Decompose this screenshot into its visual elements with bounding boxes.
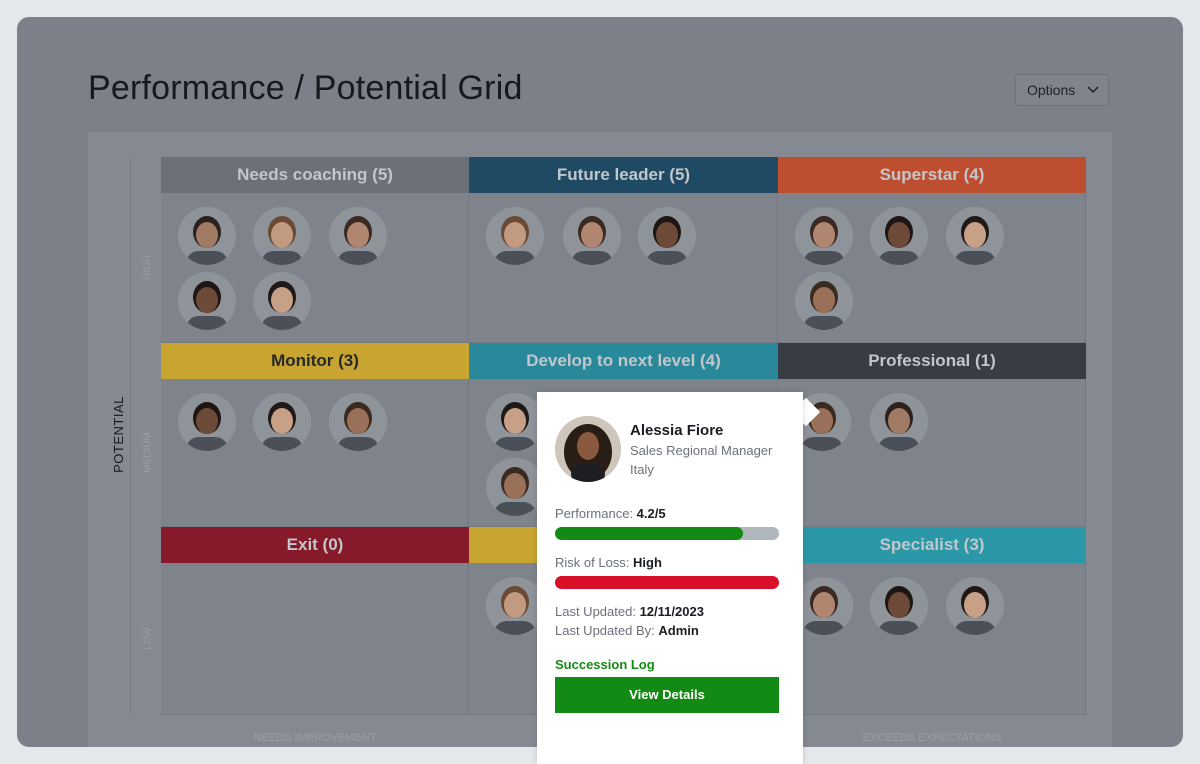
avatar-image — [329, 207, 387, 265]
avatar-image — [870, 393, 928, 451]
last-updated-value: 12/11/2023 — [639, 604, 704, 619]
avatar-image — [486, 577, 544, 635]
last-updated-by-value: Admin — [658, 623, 699, 638]
performance-max: 5 — [658, 506, 666, 521]
avatar-image — [870, 577, 928, 635]
avatar[interactable] — [178, 393, 236, 451]
avatar-image — [795, 577, 853, 635]
avatar[interactable] — [946, 577, 1004, 635]
cell-header: Exit (0) — [161, 527, 469, 563]
avatar[interactable] — [486, 393, 544, 451]
avatar[interactable] — [486, 207, 544, 265]
cell-header: Monitor (3) — [161, 343, 469, 379]
last-updated-by: Last Updated By: Admin — [555, 623, 699, 638]
last-updated-label: Last Updated: — [555, 604, 636, 619]
risk-value: High — [633, 555, 662, 570]
avatar-image — [329, 393, 387, 451]
employee-name: Alessia Fiore — [630, 422, 724, 439]
y-axis-label: POTENTIAL — [110, 396, 126, 473]
avatar[interactable] — [253, 272, 311, 330]
last-updated: Last Updated: 12/11/2023 — [555, 604, 704, 619]
avatar[interactable] — [329, 207, 387, 265]
cell-header: Professional (1) — [778, 343, 1086, 379]
page-title: Performance / Potential Grid — [88, 69, 523, 107]
avatar-image — [178, 207, 236, 265]
chevron — [1087, 86, 1099, 94]
performance-track — [555, 527, 779, 540]
avatar[interactable] — [563, 207, 621, 265]
cell-body — [469, 193, 778, 343]
last-updated-by-label: Last Updated By: — [555, 623, 655, 638]
avatar[interactable] — [253, 207, 311, 265]
risk-bar — [555, 576, 779, 589]
view-details-button[interactable]: View Details — [555, 677, 779, 713]
risk-text: Risk of Loss: High — [555, 555, 662, 570]
employee-popup: Alessia Fiore Sales Regional Manager Ita… — [537, 392, 803, 764]
performance-separator: / — [654, 506, 659, 521]
risk-label: Risk of Loss: — [555, 555, 630, 570]
cell-body — [161, 379, 469, 527]
row-label: MEDIUM — [142, 432, 154, 473]
row-label: HIGH — [142, 255, 154, 280]
avatar-image — [870, 207, 928, 265]
column-label: NEEDS IMPROVEMENT — [253, 732, 377, 744]
row-label: LOW — [142, 627, 154, 650]
cell-body — [778, 379, 1086, 527]
avatar-image — [178, 272, 236, 330]
avatar-image — [946, 207, 1004, 265]
avatar-image — [486, 393, 544, 451]
avatar[interactable] — [329, 393, 387, 451]
employee-avatar — [555, 416, 621, 482]
avatar[interactable] — [870, 577, 928, 635]
performance-bar — [555, 527, 744, 540]
avatar-image — [563, 207, 621, 265]
avatar-image — [638, 207, 696, 265]
cell-body — [778, 563, 1086, 715]
cell-body — [161, 563, 469, 715]
avatar-image — [486, 458, 544, 516]
avatar-image — [795, 207, 853, 265]
options-button[interactable]: Options — [1015, 74, 1109, 106]
performance-text: Performance: 4.2/5 — [555, 506, 666, 521]
avatar-image — [253, 272, 311, 330]
avatar[interactable] — [486, 577, 544, 635]
avatar[interactable] — [178, 207, 236, 265]
avatar-image — [178, 393, 236, 451]
avatar-image — [946, 577, 1004, 635]
employee-location: Italy — [630, 462, 654, 477]
avatar[interactable] — [638, 207, 696, 265]
avatar[interactable] — [795, 577, 853, 635]
cell-header: Specialist (3) — [778, 527, 1086, 563]
avatar-image — [486, 207, 544, 265]
avatar[interactable] — [253, 393, 311, 451]
performance-label: Performance: — [555, 506, 634, 521]
cell-body — [161, 193, 469, 343]
avatar-image — [795, 272, 853, 330]
performance-score: 4.2 — [636, 506, 655, 521]
cell-header: Superstar (4) — [778, 157, 1086, 193]
avatar[interactable] — [870, 393, 928, 451]
avatar[interactable] — [795, 272, 853, 330]
succession-log-link[interactable]: Succession Log — [555, 657, 655, 672]
avatar[interactable] — [178, 272, 236, 330]
avatar-image — [555, 416, 621, 482]
axis-line — [130, 157, 131, 715]
avatar[interactable] — [870, 207, 928, 265]
avatar[interactable] — [795, 207, 853, 265]
options-label: Options — [1027, 82, 1076, 98]
cell-header: Develop to next level (4) — [469, 343, 778, 379]
cell-header: Needs coaching (5) — [161, 157, 469, 193]
avatar-image — [253, 393, 311, 451]
column-label: EXCEEDS EXPECTATIONS — [862, 732, 1002, 744]
cell-body — [778, 193, 1086, 343]
avatar[interactable] — [946, 207, 1004, 265]
employee-role: Sales Regional Manager — [630, 443, 773, 458]
avatar-image — [253, 207, 311, 265]
avatar[interactable] — [486, 458, 544, 516]
cell-header: Future leader (5) — [469, 157, 778, 193]
